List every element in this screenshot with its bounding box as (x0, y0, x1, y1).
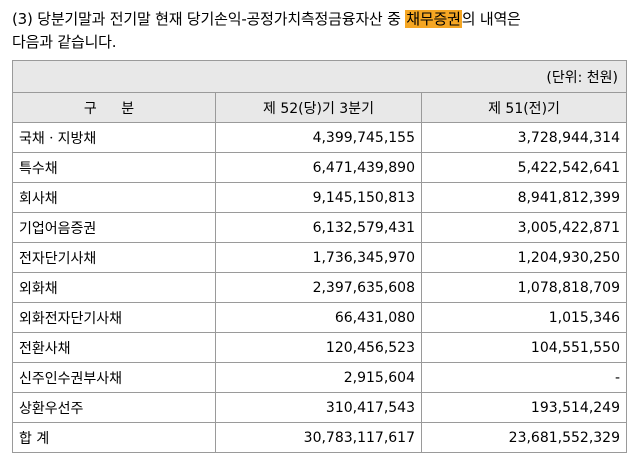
prior-period-value: - (421, 362, 627, 393)
row-label: 전자단기사채 (12, 242, 216, 273)
row-label: 외화전자단기사채 (12, 302, 216, 333)
row-label: 국채ㆍ지방채 (12, 122, 216, 153)
row-label: 기업어음증권 (12, 212, 216, 243)
prior-period-value: 23,681,552,329 (421, 422, 627, 453)
prior-period-value: 5,422,542,641 (421, 152, 627, 183)
prior-period-value: 3,728,944,314 (421, 122, 627, 153)
row-label: 전환사채 (12, 332, 216, 363)
intro-paragraph: (3) 당분기말과 전기말 현재 당기손익-공정가치측정금융자산 중 채무증권의… (12, 8, 634, 54)
prior-period-value: 1,015,346 (421, 302, 627, 333)
table-row: 상환우선주 310,417,543 193,514,249 (12, 392, 627, 423)
intro-text-start: (3) 당분기말과 전기말 현재 당기손익-공정가치측정금융자산 중 (12, 10, 406, 28)
prior-period-value: 3,005,422,871 (421, 212, 627, 243)
row-label: 합 계 (12, 422, 216, 453)
current-period-value: 120,456,523 (215, 332, 422, 363)
intro-text-line2: 다음과 같습니다. (12, 33, 117, 51)
table-row: 신주인수권부사채 2,915,604- (12, 362, 627, 393)
current-period-value: 310,417,543 (215, 392, 422, 423)
header-current-period: 제 52(당)기 3분기 (215, 92, 422, 123)
prior-period-value: 1,204,930,250 (421, 242, 627, 273)
table-row: 외화전자단기사채 66,431,080 1,015,346 (12, 302, 627, 333)
current-period-value: 4,399,745,155 (215, 122, 422, 153)
row-label: 회사채 (12, 182, 216, 213)
table-row: 외화채 2,397,635,608 1,078,818,709 (12, 272, 627, 303)
current-period-value: 2,915,604 (215, 362, 422, 393)
table-body: 국채ㆍ지방채 4,399,745,155 3,728,944,314 특수채 6,471… (12, 122, 627, 453)
row-label: 신주인수권부사채 (12, 362, 216, 393)
row-label: 상환우선주 (12, 392, 216, 423)
unit-row: (단위: 천원) (12, 60, 627, 93)
row-label: 특수채 (12, 152, 216, 183)
current-period-value: 9,145,150,813 (215, 182, 422, 213)
highlighted-term: 채무증권 (405, 10, 462, 28)
header-row: 구 분 제 52(당)기 3분기 제 51(전)기 (12, 92, 627, 123)
debt-securities-table: (단위: 천원) 구 분 제 52(당)기 3분기 제 51(전)기 국채ㆍ지방… (12, 60, 627, 453)
table-row: 특수채 6,471,439,890 5,422,542,641 (12, 152, 627, 183)
header-prior-period: 제 51(전)기 (421, 92, 627, 123)
row-label: 외화채 (12, 272, 216, 303)
current-period-value: 1,736,345,970 (215, 242, 422, 273)
prior-period-value: 104,551,550 (421, 332, 627, 363)
table-row: 전환사채 120,456,523 104,551,550 (12, 332, 627, 363)
prior-period-value: 8,941,812,399 (421, 182, 627, 213)
current-period-value: 2,397,635,608 (215, 272, 422, 303)
intro-text-end: 의 내역은 (461, 10, 521, 28)
header-category: 구 분 (12, 92, 216, 123)
table-row: 기업어음증권 6,132,579,431 3,005,422,871 (12, 212, 627, 243)
table-row: 회사채 9,145,150,813 8,941,812,399 (12, 182, 627, 213)
prior-period-value: 193,514,249 (421, 392, 627, 423)
table-row: 국채ㆍ지방채 4,399,745,155 3,728,944,314 (12, 122, 627, 153)
table-row: 합 계 30,783,117,617 23,681,552,329 (12, 422, 627, 453)
unit-label: (단위: 천원) (12, 60, 627, 93)
prior-period-value: 1,078,818,709 (421, 272, 627, 303)
current-period-value: 30,783,117,617 (215, 422, 422, 453)
current-period-value: 6,471,439,890 (215, 152, 422, 183)
table-row: 전자단기사채 1,736,345,970 1,204,930,250 (12, 242, 627, 273)
current-period-value: 66,431,080 (215, 302, 422, 333)
current-period-value: 6,132,579,431 (215, 212, 422, 243)
